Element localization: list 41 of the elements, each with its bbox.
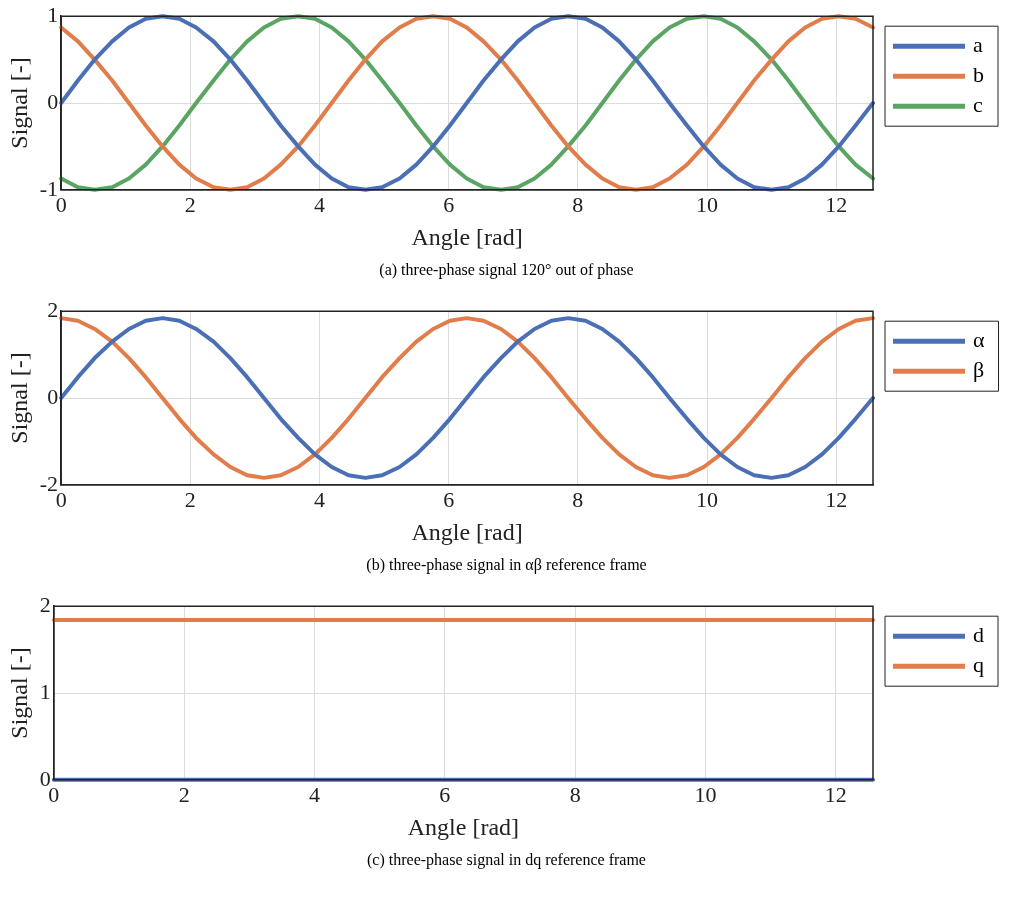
- x-tick-label: 12: [825, 486, 848, 512]
- legend-label: q: [973, 651, 984, 677]
- x-axis-title: Angle [rad]: [411, 518, 523, 545]
- y-axis-title: Signal [-]: [5, 647, 32, 739]
- x-axis-title: Angle [rad]: [411, 223, 523, 250]
- y-axis-title: Signal [-]: [5, 57, 32, 149]
- x-tick-label: 4: [313, 486, 325, 512]
- legend-label: c: [973, 91, 983, 117]
- x-tick-label: 10: [696, 191, 719, 217]
- x-tick-label: 10: [696, 486, 719, 512]
- y-tick-label: 2: [47, 296, 59, 322]
- x-tick-label: 8: [572, 191, 584, 217]
- x-tick-label: 6: [439, 781, 451, 807]
- y-tick-label: 2: [39, 591, 51, 617]
- legend-label: b: [973, 61, 984, 87]
- x-tick-label: 12: [825, 191, 848, 217]
- y-tick-label: 1: [39, 678, 51, 704]
- text: (b) three-phase signal in αβ reference frame: [365, 555, 648, 576]
- x-tick-label: 2: [184, 486, 196, 512]
- x-tick-label: 8: [569, 781, 581, 807]
- x-tick-label: 2: [184, 191, 196, 217]
- y-tick-label: 0: [47, 88, 59, 114]
- legend-label: β: [973, 356, 985, 382]
- y-tick-label: 1: [47, 1, 59, 27]
- y-tick-label: 0: [39, 765, 51, 791]
- x-tick-label: 6: [443, 191, 455, 217]
- x-tick-label: 4: [313, 191, 325, 217]
- legend-label: a: [973, 31, 983, 57]
- x-tick-label: 8: [572, 486, 584, 512]
- x-tick-label: 12: [824, 781, 847, 807]
- x-tick-label: 4: [308, 781, 320, 807]
- text: (c) three-phase signal in dq reference frame: [366, 850, 647, 871]
- x-tick-label: 10: [694, 781, 717, 807]
- legend-label: α: [973, 326, 985, 352]
- legend-label: d: [973, 621, 984, 647]
- x-tick-label: 2: [178, 781, 190, 807]
- y-axis-title: Signal [-]: [5, 352, 32, 444]
- y-tick-label: 0: [47, 383, 59, 409]
- x-tick-label: 6: [443, 486, 455, 512]
- text: (a) three-phase signal 120° out of phase: [378, 260, 635, 281]
- x-axis-title: Angle [rad]: [407, 813, 520, 840]
